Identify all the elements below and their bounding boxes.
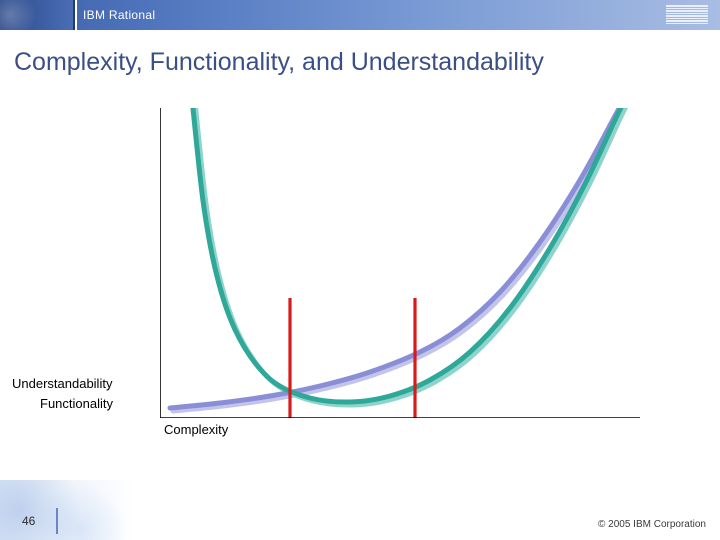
slide-title: Complexity, Functionality, and Understan… <box>0 30 720 77</box>
footer-decoration <box>0 480 150 540</box>
series-label-understandability: Understandability <box>12 376 112 391</box>
header-brand-text: IBM Rational <box>77 8 155 22</box>
chart-svg <box>160 108 640 418</box>
footer: 46 © 2005 IBM Corporation <box>0 498 720 540</box>
series-label-functionality: Functionality <box>40 396 113 411</box>
header-decoration <box>0 0 75 30</box>
chart-container <box>160 108 640 418</box>
page-number: 46 <box>22 514 35 528</box>
ibm-logo-icon <box>666 5 708 24</box>
x-axis-label: Complexity <box>164 422 228 437</box>
header-bar: IBM Rational <box>0 0 720 30</box>
copyright-text: © 2005 IBM Corporation <box>598 519 706 530</box>
footer-separator <box>56 508 58 534</box>
